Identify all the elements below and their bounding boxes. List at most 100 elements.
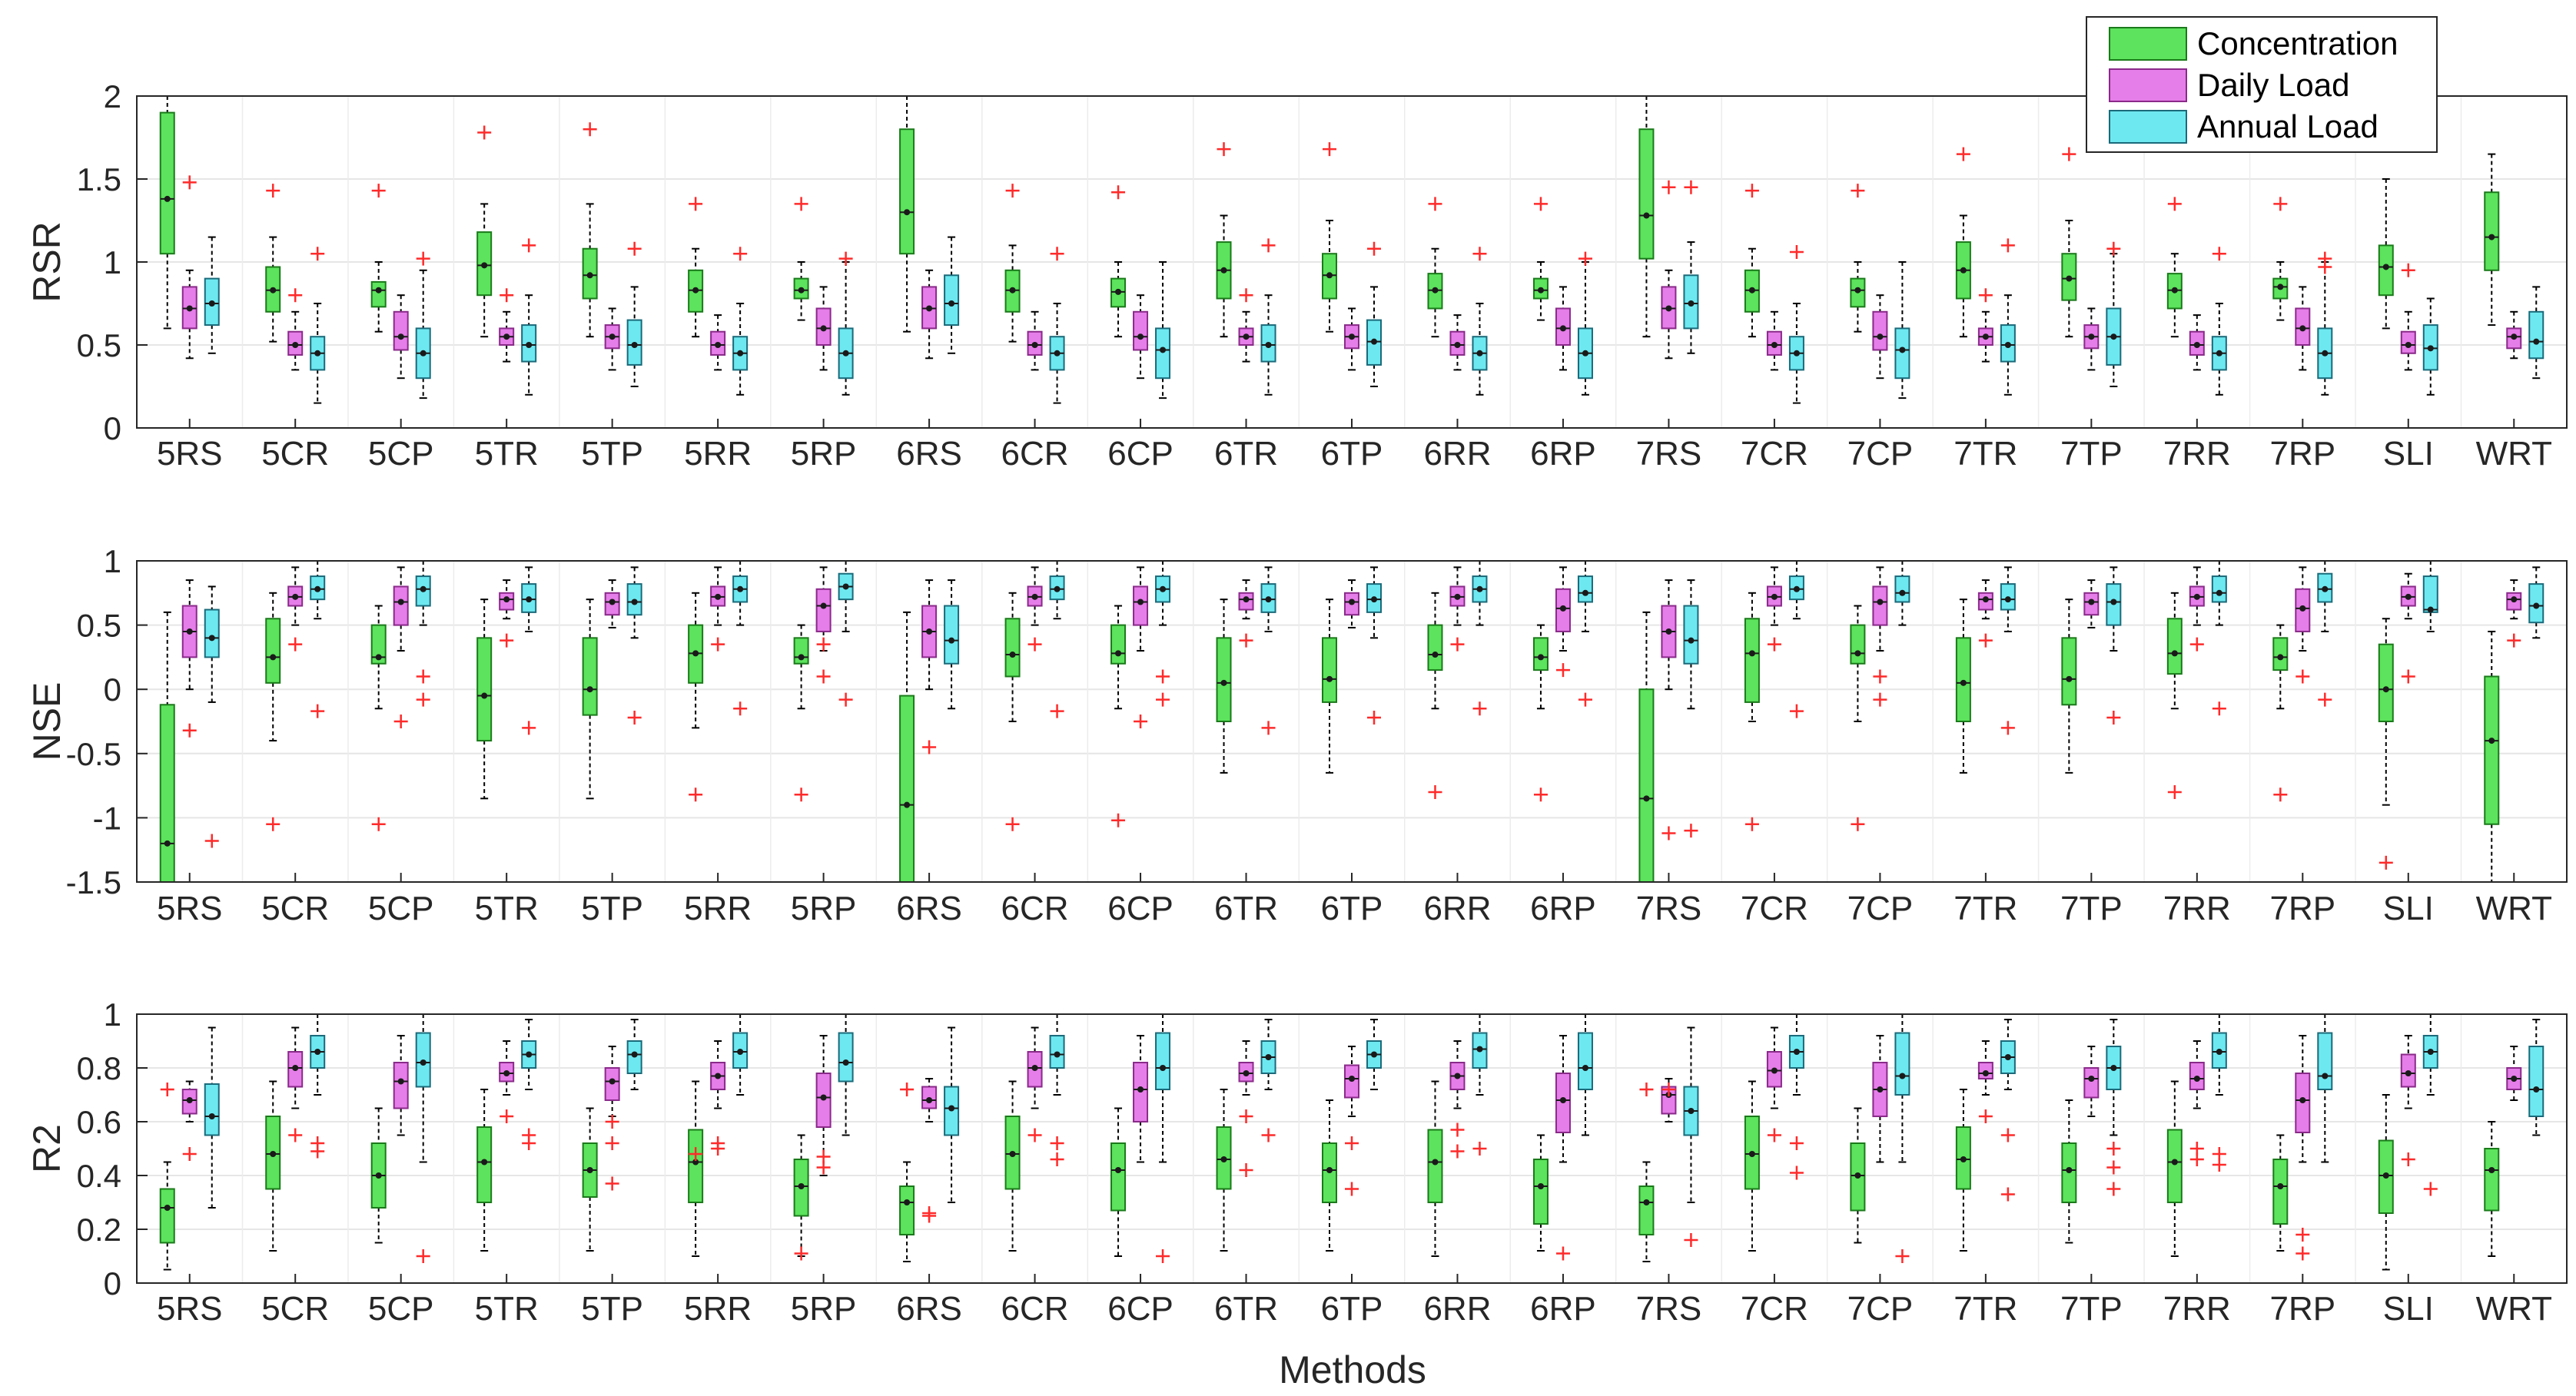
median-marker xyxy=(1371,1051,1377,1058)
median-marker xyxy=(292,593,299,600)
y-tick-label: 0.5 xyxy=(77,608,121,644)
panel-r2: 0 0.2 0.4 0.6 0.8 1 R2 5RS 5CR 5CP 5TR 5TP 5RR 5RP 6RS… xyxy=(25,996,2568,1328)
x-tick-label: 7RS xyxy=(1636,435,1702,473)
median-marker xyxy=(586,272,593,279)
outlier-marker xyxy=(1661,180,1676,194)
median-marker xyxy=(1432,652,1439,658)
box-annual-load xyxy=(2211,560,2227,626)
outlier-marker xyxy=(204,834,219,848)
median-marker xyxy=(1476,1046,1483,1053)
median-marker xyxy=(186,305,193,312)
median-marker xyxy=(526,1051,533,1058)
box-daily-load xyxy=(710,566,726,626)
outlier-marker xyxy=(816,1160,831,1175)
outlier-marker xyxy=(1450,1122,1465,1137)
box-annual-load xyxy=(626,1019,642,1090)
median-marker xyxy=(420,585,427,592)
median-marker xyxy=(2193,1076,2200,1082)
median-marker xyxy=(1877,1086,1884,1093)
box-concentration xyxy=(2272,1134,2289,1252)
median-marker xyxy=(1476,350,1483,356)
box-daily-load xyxy=(2506,579,2522,620)
outlier-marker xyxy=(1744,817,1759,831)
median-marker xyxy=(2277,654,2284,661)
outlier-marker xyxy=(1555,1246,1570,1261)
median-marker xyxy=(2488,738,2495,744)
x-axis-label: Methods xyxy=(1279,1348,1426,1391)
box-annual-load xyxy=(204,585,220,703)
box-concentration xyxy=(265,1080,281,1252)
median-marker xyxy=(1454,1073,1461,1079)
box-daily-load xyxy=(1766,310,1782,371)
box-daily-load xyxy=(499,1040,515,1096)
median-marker xyxy=(1137,599,1144,605)
median-marker xyxy=(948,300,955,307)
x-tick-label: SLI xyxy=(2383,435,2434,473)
outlier-marker xyxy=(2212,1158,2226,1172)
box-annual-load xyxy=(1366,1019,1382,1090)
outlier-marker xyxy=(1956,147,1970,161)
box-concentration xyxy=(159,95,175,330)
box-body xyxy=(944,605,960,665)
box-body xyxy=(159,1188,175,1244)
median-marker xyxy=(1688,637,1695,644)
x-tick-label: 7RP xyxy=(2270,890,2336,927)
median-marker xyxy=(1960,267,1967,274)
y-tick-label: -0.5 xyxy=(66,736,121,772)
box-daily-load xyxy=(1555,566,1571,652)
median-marker xyxy=(2277,284,2284,290)
median-marker xyxy=(1793,585,1800,592)
outlier-marker xyxy=(689,1147,703,1161)
outlier-marker xyxy=(1450,637,1465,652)
box-daily-load xyxy=(2295,286,2311,371)
median-marker xyxy=(2066,1167,2073,1173)
box-daily-load xyxy=(1027,566,1043,626)
legend-swatch xyxy=(2109,68,2187,102)
box-daily-load xyxy=(2400,572,2416,620)
x-tick-label: 5RP xyxy=(791,435,857,473)
median-marker xyxy=(2277,1183,2284,1189)
box-body xyxy=(2528,1046,2544,1117)
median-marker xyxy=(904,1199,911,1205)
median-marker xyxy=(208,635,215,642)
median-marker xyxy=(1115,288,1122,295)
box-concentration xyxy=(1004,1080,1021,1252)
outlier-marker xyxy=(1261,238,1276,253)
box-body xyxy=(204,1083,220,1136)
box-daily-load xyxy=(1449,1040,1466,1109)
box-concentration xyxy=(1322,1099,1337,1252)
outlier-marker xyxy=(1578,251,1592,266)
x-tick-label: 5RS xyxy=(157,890,223,927)
x-tick-label: 7CR xyxy=(1741,1290,1808,1328)
outlier-marker xyxy=(711,1142,725,1156)
box-annual-load xyxy=(626,286,642,387)
box-daily-load xyxy=(499,579,515,620)
box-concentration xyxy=(1850,1107,1866,1244)
median-marker xyxy=(1643,1199,1650,1205)
median-marker xyxy=(2193,342,2200,348)
box-daily-load xyxy=(1661,579,1677,691)
box-body xyxy=(393,1062,409,1109)
x-tick-label: 6TR xyxy=(1214,1290,1278,1328)
median-marker xyxy=(737,585,744,592)
box-body xyxy=(2378,643,2394,722)
box-body xyxy=(1894,575,1910,603)
median-marker xyxy=(1982,333,1989,340)
box-annual-load xyxy=(415,560,431,626)
median-marker xyxy=(1160,1065,1167,1071)
outlier-marker xyxy=(1239,288,1253,303)
box-body xyxy=(1577,1032,1593,1090)
outlier-marker xyxy=(1472,247,1487,261)
outlier-marker xyxy=(1851,817,1865,831)
median-marker xyxy=(503,333,510,340)
box-body xyxy=(1894,1032,1910,1096)
outlier-marker xyxy=(1323,142,1336,157)
y-tick-label: 0 xyxy=(104,671,121,708)
box-concentration xyxy=(582,1107,598,1252)
outlier-marker xyxy=(1027,637,1042,652)
outlier-marker xyxy=(1217,142,1231,157)
outlier-marker xyxy=(794,1246,808,1261)
box-body xyxy=(2083,1067,2100,1099)
x-tick-label: 7RP xyxy=(2270,1290,2336,1328)
box-annual-load xyxy=(415,269,431,400)
